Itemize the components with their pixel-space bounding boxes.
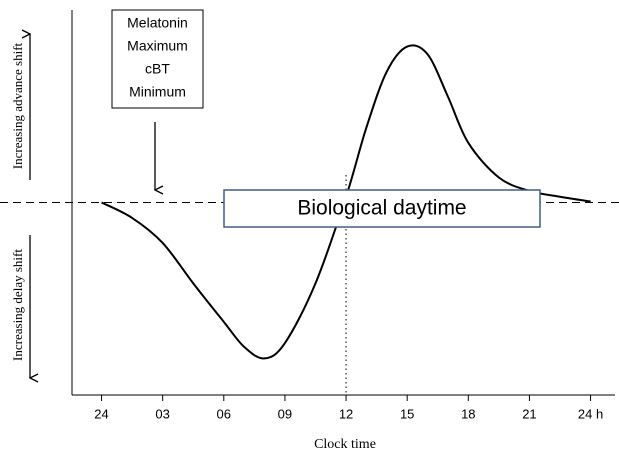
- x-tick-label: 24 h: [578, 406, 603, 421]
- x-tick-label: 03: [155, 406, 169, 421]
- annotation-box: [111, 9, 204, 109]
- daytime-label: Biological daytime: [297, 197, 466, 220]
- annotation-line: Melatonin: [127, 15, 188, 31]
- x-tick-label: 09: [278, 406, 292, 421]
- annotation-line: Minimum: [129, 84, 186, 100]
- y-label-lower: Increasing delay shift: [10, 249, 25, 361]
- daytime-box: [223, 189, 541, 228]
- x-tick-label: 06: [217, 406, 231, 421]
- y-label-upper: Increasing advance shift: [10, 42, 25, 169]
- x-tick-label: 18: [461, 406, 475, 421]
- x-tick-label: 12: [339, 406, 353, 421]
- annotation-line: cBT: [145, 61, 170, 77]
- x-tick-label: 21: [522, 406, 536, 421]
- x-label: Clock time: [314, 437, 376, 452]
- x-tick-label: 24: [94, 406, 108, 421]
- annotation-line: Maximum: [127, 38, 188, 54]
- curve: [101, 44, 591, 360]
- x-tick-label: 15: [400, 406, 414, 421]
